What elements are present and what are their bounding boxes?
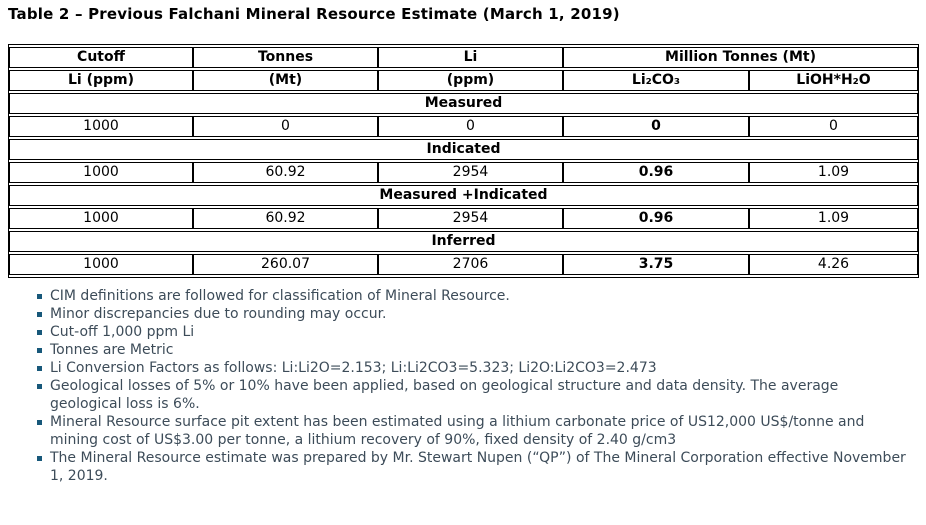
section-header-indicated: Indicated (9, 139, 919, 160)
col-subheader-mt: (Mt) (193, 70, 378, 91)
col-header-tonnes: Tonnes (193, 47, 378, 68)
footnote-item: The Mineral Resource estimate was prepar… (37, 449, 909, 485)
footnote-text: Minor discrepancies due to rounding may … (50, 306, 387, 322)
cell-lioh-h2o: 4.26 (749, 254, 919, 275)
cell-tonnes: 260.07 (193, 254, 378, 275)
section-label: Inferred (9, 231, 919, 252)
cell-cutoff: 1000 (9, 162, 193, 183)
col-header-cutoff: Cutoff (9, 47, 193, 68)
footnote-text: Cut-off 1,000 ppm Li (50, 324, 195, 340)
footnote-text: Li Conversion Factors as follows: Li:Li2… (50, 360, 657, 376)
data-row-measured: 1000 0 0 0 0 (9, 116, 919, 137)
cell-li-ppm: 2954 (378, 208, 563, 229)
footnote-item: Geological losses of 5% or 10% have been… (37, 377, 909, 413)
cell-cutoff: 1000 (9, 208, 193, 229)
data-row-indicated: 1000 60.92 2954 0.96 1.09 (9, 162, 919, 183)
cell-tonnes: 0 (193, 116, 378, 137)
data-row-measured-indicated: 1000 60.92 2954 0.96 1.09 (9, 208, 919, 229)
cell-lioh-h2o: 1.09 (749, 208, 919, 229)
footnote-text: The Mineral Resource estimate was prepar… (50, 450, 906, 484)
footnote-item: Minor discrepancies due to rounding may … (37, 305, 909, 323)
mineral-resource-table: Cutoff Tonnes Li Million Tonnes (Mt) Li … (8, 44, 920, 278)
footnote-item: CIM definitions are followed for classif… (37, 287, 909, 305)
square-bullet-icon (37, 330, 42, 335)
cell-lioh-h2o: 1.09 (749, 162, 919, 183)
cell-lioh-h2o: 0 (749, 116, 919, 137)
cell-cutoff: 1000 (9, 116, 193, 137)
section-header-inferred: Inferred (9, 231, 919, 252)
footnote-text: Tonnes are Metric (50, 342, 174, 358)
square-bullet-icon (37, 366, 42, 371)
col-header-million-tonnes: Million Tonnes (Mt) (563, 47, 919, 68)
footnotes-list: CIM definitions are followed for classif… (37, 287, 909, 485)
data-row-inferred: 1000 260.07 2706 3.75 4.26 (9, 254, 919, 275)
footnote-text: CIM definitions are followed for classif… (50, 288, 510, 304)
cell-li2co3: 0.96 (563, 208, 749, 229)
square-bullet-icon (37, 384, 42, 389)
square-bullet-icon (37, 456, 42, 461)
cell-li2co3: 0 (563, 116, 749, 137)
col-subheader-li-ppm: Li (ppm) (9, 70, 193, 91)
cell-li-ppm: 2706 (378, 254, 563, 275)
col-subheader-lioh-h2o: LiOH*H₂O (749, 70, 919, 91)
section-label: Indicated (9, 139, 919, 160)
cell-cutoff: 1000 (9, 254, 193, 275)
footnote-item: Mineral Resource surface pit extent has … (37, 413, 909, 449)
col-subheader-li2co3: Li₂CO₃ (563, 70, 749, 91)
square-bullet-icon (37, 348, 42, 353)
section-label: Measured (9, 93, 919, 114)
footnote-text: Mineral Resource surface pit extent has … (50, 414, 865, 448)
square-bullet-icon (37, 312, 42, 317)
header-row-top: Cutoff Tonnes Li Million Tonnes (Mt) (9, 47, 919, 68)
col-header-li: Li (378, 47, 563, 68)
square-bullet-icon (37, 294, 42, 299)
footnote-item: Tonnes are Metric (37, 341, 909, 359)
col-subheader-ppm: (ppm) (378, 70, 563, 91)
square-bullet-icon (37, 420, 42, 425)
cell-li-ppm: 0 (378, 116, 563, 137)
cell-li2co3: 0.96 (563, 162, 749, 183)
footnote-text: Geological losses of 5% or 10% have been… (50, 378, 839, 412)
cell-tonnes: 60.92 (193, 162, 378, 183)
footnote-item: Li Conversion Factors as follows: Li:Li2… (37, 359, 909, 377)
header-row-sub: Li (ppm) (Mt) (ppm) Li₂CO₃ LiOH*H₂O (9, 70, 919, 91)
section-label: Measured +Indicated (9, 185, 919, 206)
cell-li-ppm: 2954 (378, 162, 563, 183)
section-header-measured: Measured (9, 93, 919, 114)
cell-li2co3: 3.75 (563, 254, 749, 275)
cell-tonnes: 60.92 (193, 208, 378, 229)
section-header-measured-indicated: Measured +Indicated (9, 185, 919, 206)
table-title: Table 2 – Previous Falchani Mineral Reso… (8, 5, 620, 23)
footnote-item: Cut-off 1,000 ppm Li (37, 323, 909, 341)
